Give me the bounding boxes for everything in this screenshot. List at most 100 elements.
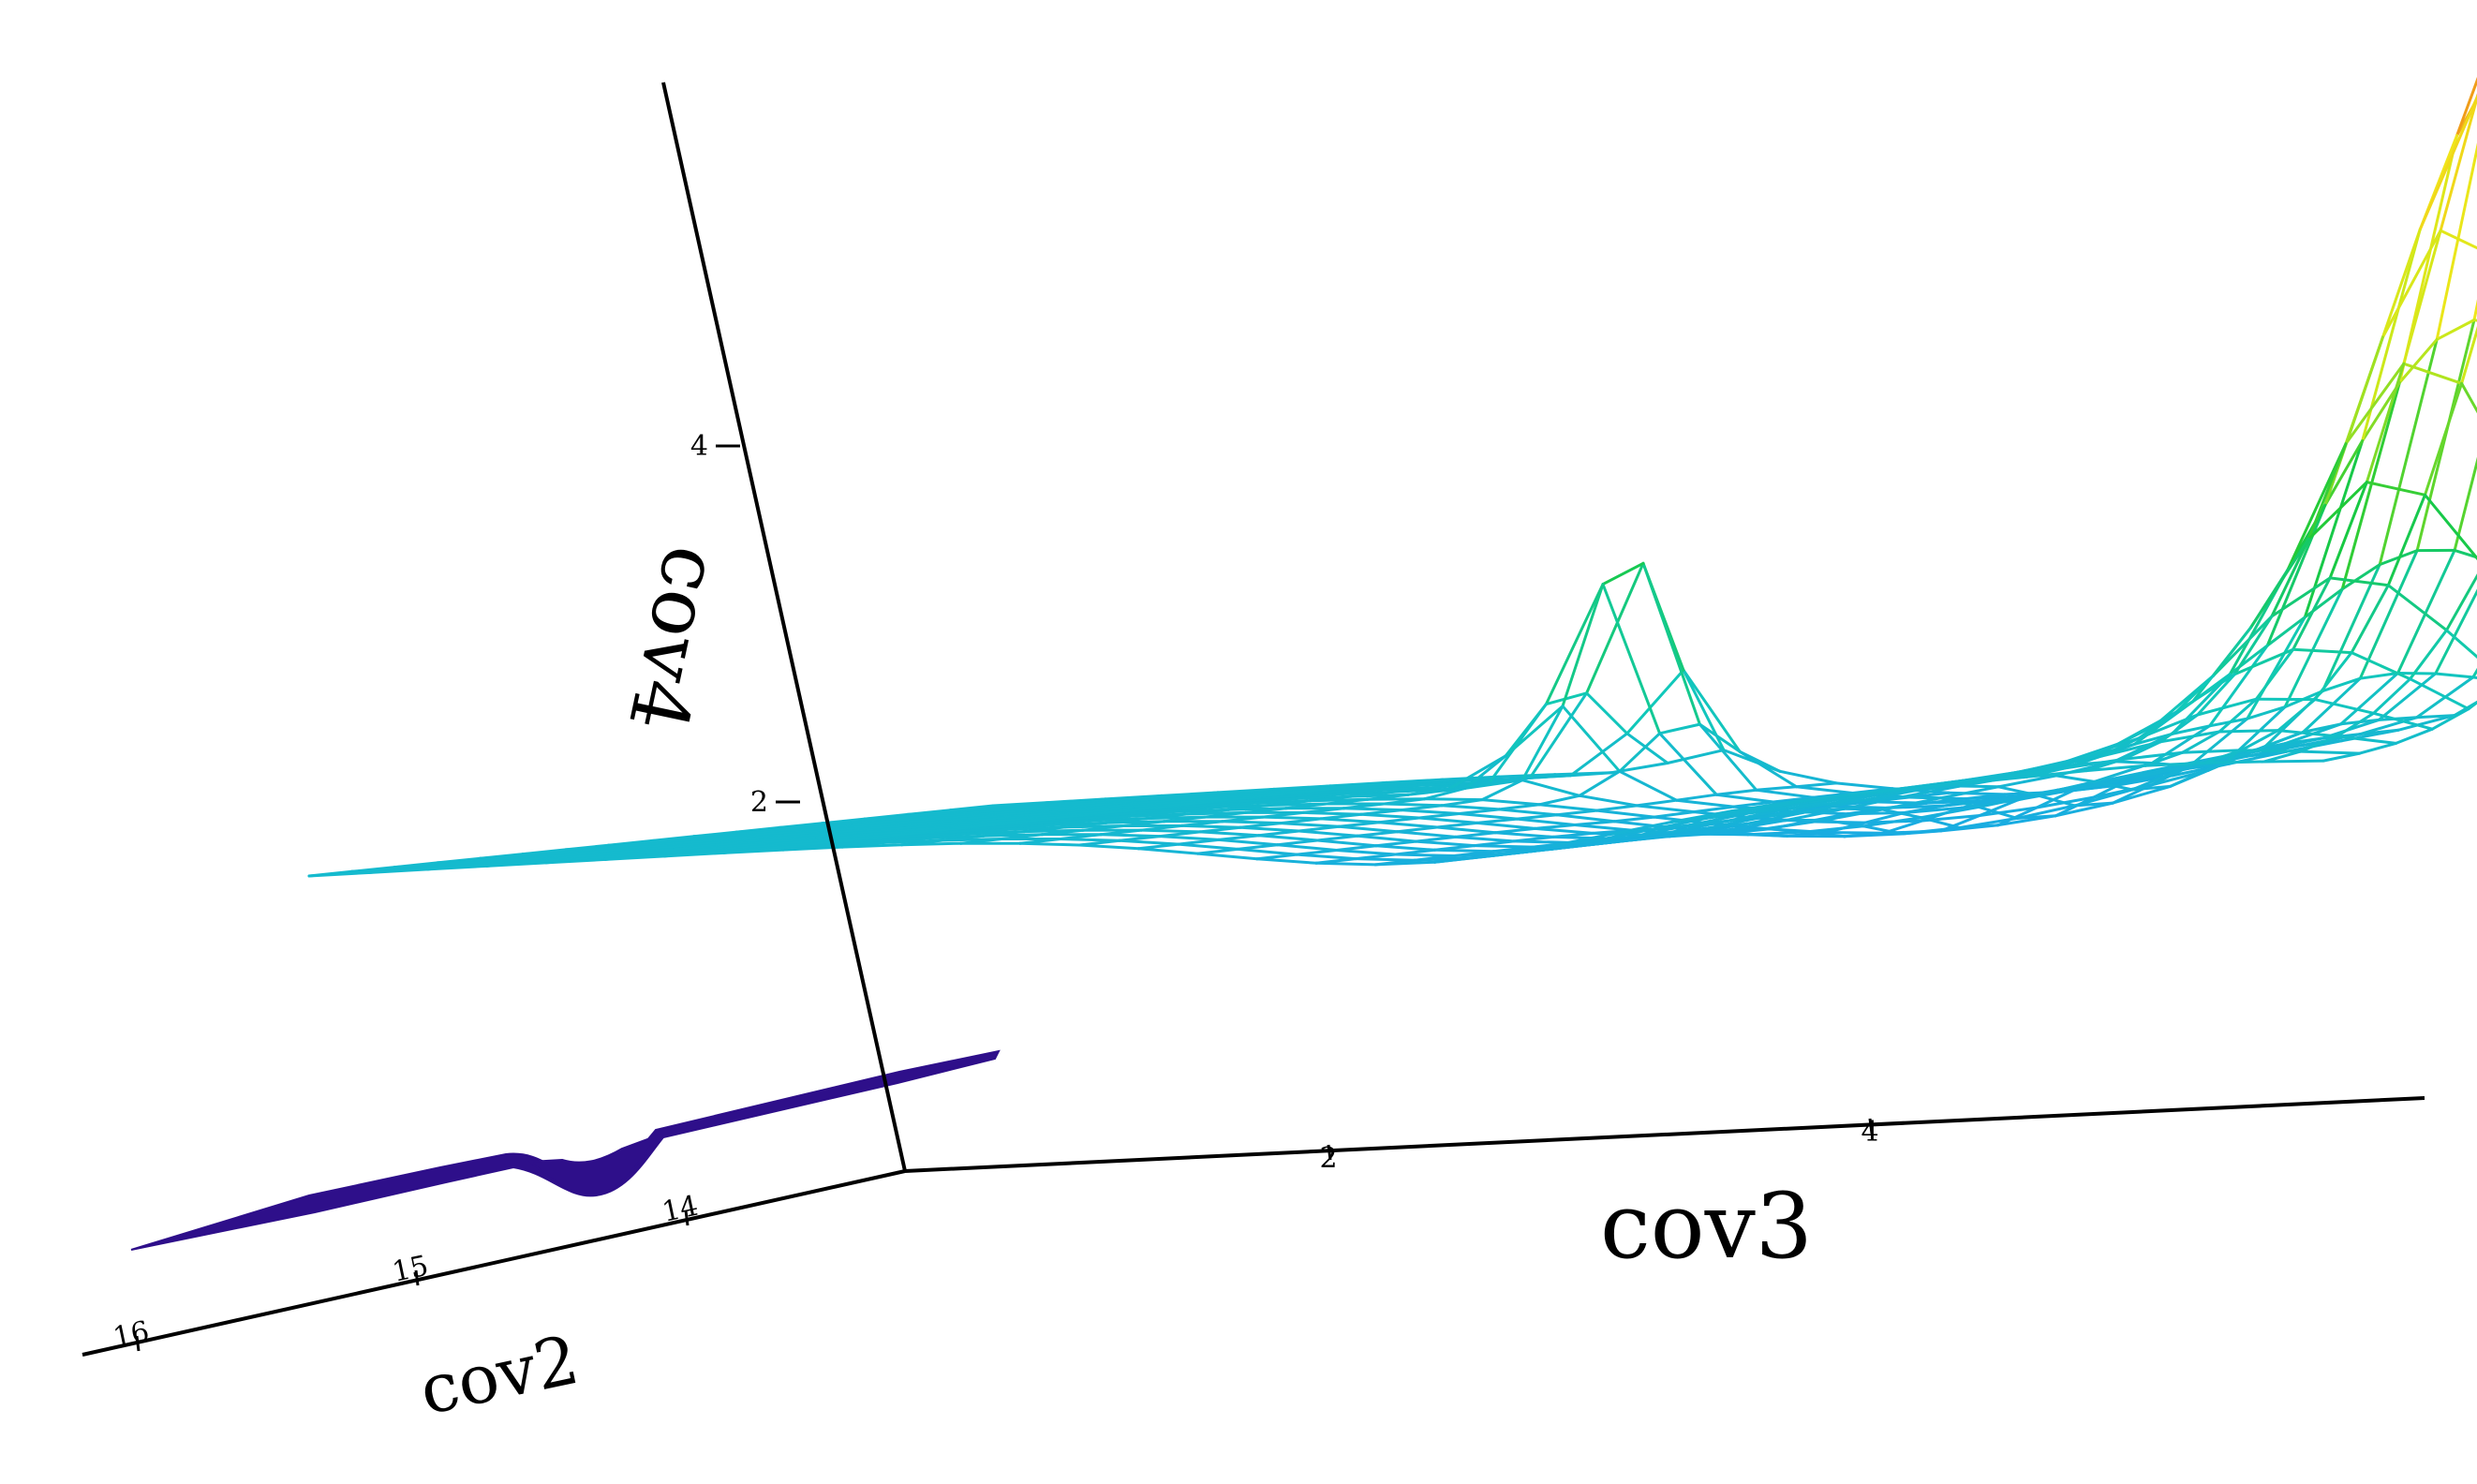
surface-mesh-segment bbox=[2073, 788, 2134, 808]
surface-mesh-segment bbox=[1903, 806, 1964, 814]
surface-mesh-segment bbox=[1823, 808, 1884, 822]
surface-mesh-segment bbox=[1359, 812, 1421, 820]
surface-mesh-segment bbox=[1077, 843, 1140, 851]
y-axis-title: cov2 bbox=[413, 1320, 586, 1431]
surface-mesh-segment bbox=[2174, 674, 2216, 714]
surface-mesh-segment bbox=[1996, 774, 2058, 789]
surface-mesh-segment bbox=[2277, 729, 2339, 738]
surface-mesh-segment bbox=[1625, 668, 1685, 735]
surface-mesh-segment bbox=[2434, 672, 2475, 679]
surface-mesh-segment bbox=[1528, 774, 1573, 779]
surface-mesh-segment bbox=[1177, 842, 1239, 851]
surface-mesh-segment bbox=[2063, 757, 2126, 770]
surface-mesh-segment bbox=[1996, 785, 2039, 797]
surface-mesh-segment bbox=[2302, 722, 2343, 734]
surface-mesh-segment bbox=[2358, 741, 2397, 755]
surface-mesh-segment bbox=[2240, 729, 2280, 752]
surface-mesh-segment bbox=[2467, 700, 2477, 711]
surface-mesh-segment bbox=[1504, 703, 1548, 758]
surface-mesh-segment bbox=[1978, 798, 2020, 817]
y-tick-label: 16 bbox=[111, 1315, 153, 1355]
z-tick-label: 2 bbox=[750, 786, 768, 819]
y-tick-label: 14 bbox=[660, 1190, 702, 1229]
surface-mesh-segment bbox=[2381, 229, 2442, 339]
z-tick-label: 4 bbox=[690, 430, 708, 463]
surface-mesh-segment bbox=[1537, 803, 1598, 812]
surface-mesh-segment bbox=[2415, 714, 2456, 720]
surface-mesh-segment bbox=[2358, 716, 2419, 736]
surface-mesh-segment bbox=[2113, 732, 2173, 764]
surface-mesh-segment bbox=[2439, 229, 2477, 250]
surface-mesh-segment bbox=[2130, 784, 2173, 792]
surface-mesh-segment bbox=[2262, 749, 2303, 764]
surface-mesh-segment bbox=[1446, 754, 1507, 791]
surface-mesh-segment bbox=[2313, 651, 2353, 702]
surface-mesh-segment bbox=[2365, 481, 2426, 497]
x-tick-mark bbox=[1327, 1144, 1332, 1161]
surface-mesh-segment bbox=[2217, 697, 2258, 734]
surface-mesh-segment bbox=[2246, 705, 2287, 720]
surface-mesh-segment bbox=[2339, 672, 2399, 726]
surface-mesh-segment bbox=[1698, 722, 1758, 792]
surface-mesh-segment bbox=[2377, 672, 2438, 721]
surface-mesh-segment bbox=[2025, 769, 2088, 779]
surface-mesh-segment bbox=[1217, 838, 1280, 847]
surface-mesh-segment bbox=[2181, 730, 2221, 754]
surface-mesh-segment bbox=[1977, 805, 2019, 820]
surface-mesh-segment bbox=[1625, 732, 1669, 764]
surface-mesh-segment bbox=[1900, 826, 1962, 836]
surface-mesh-segment bbox=[2299, 735, 2339, 753]
surface-mesh-segment bbox=[1534, 826, 1594, 835]
surface-mesh-segment bbox=[1658, 722, 1701, 735]
surface-mesh-segment bbox=[2336, 735, 2397, 745]
surface-mesh-segment bbox=[1315, 838, 1378, 848]
surface-mesh-segment bbox=[2292, 576, 2332, 651]
surface-mesh-segment bbox=[2232, 647, 2295, 676]
surface-mesh-segment bbox=[1561, 705, 1622, 773]
surface-mesh-segment bbox=[1555, 809, 1598, 817]
surface-mesh-segment bbox=[2143, 750, 2185, 767]
surface-mesh-segment bbox=[1480, 798, 1541, 807]
surface-mesh-segment bbox=[366, 868, 429, 874]
surface-mesh-segment bbox=[426, 864, 489, 871]
surface-mesh-segment bbox=[1528, 691, 1589, 779]
surface-mesh-segment bbox=[1666, 749, 1726, 764]
surface-mesh-segment bbox=[2248, 537, 2310, 630]
surface-mesh-segment bbox=[2378, 337, 2439, 567]
y-tick-mark bbox=[135, 1335, 141, 1352]
surface-mesh-segment bbox=[2358, 549, 2419, 680]
surface-mesh-segment bbox=[2396, 714, 2456, 732]
surface-mesh-segment bbox=[1585, 691, 1629, 735]
surface-mesh-segment bbox=[2344, 362, 2406, 446]
surface-mesh-segment bbox=[1569, 771, 1613, 778]
surface-mesh-segment bbox=[2402, 229, 2442, 365]
surface-mesh-segment bbox=[2169, 759, 2230, 788]
axes bbox=[82, 82, 2425, 1357]
surface-mesh-segment bbox=[1196, 852, 1259, 861]
surface-mesh-segment bbox=[2302, 676, 2362, 734]
surface-mesh-segment bbox=[2240, 749, 2303, 753]
surface-mesh-segment bbox=[1755, 785, 1798, 792]
surface-mesh-segment bbox=[2263, 730, 2305, 748]
surface-mesh-segment bbox=[1788, 793, 1851, 804]
surface-mesh-segment bbox=[2344, 335, 2384, 446]
floor-contour-projection bbox=[130, 1049, 1001, 1251]
surface-mesh-segment bbox=[2099, 736, 2141, 758]
surface-mesh-segment bbox=[1880, 796, 1942, 811]
surface-mesh-segment bbox=[1585, 561, 1645, 695]
surface-mesh-segment bbox=[1601, 561, 1645, 586]
y-tick-mark bbox=[684, 1209, 690, 1226]
surface-mesh-segment bbox=[1561, 583, 1605, 708]
axis-titles: cov3 cov2 cov4 bbox=[413, 539, 1813, 1431]
surface-mesh-segment bbox=[2402, 362, 2464, 385]
surface-mesh-segment bbox=[2265, 616, 2306, 647]
surface-mesh-segment bbox=[2143, 761, 2206, 767]
surface-mesh-segment bbox=[1966, 775, 2029, 785]
surface-mesh-segment bbox=[2054, 774, 2096, 783]
surface-mesh-segment bbox=[2203, 749, 2244, 764]
surface-mesh-segment bbox=[2321, 751, 2362, 763]
surface-mesh-segment bbox=[2150, 724, 2212, 764]
surface-mesh-segment bbox=[2203, 760, 2266, 764]
surface-mesh-segment bbox=[1906, 781, 1970, 791]
surface-mesh-segment bbox=[307, 871, 370, 878]
